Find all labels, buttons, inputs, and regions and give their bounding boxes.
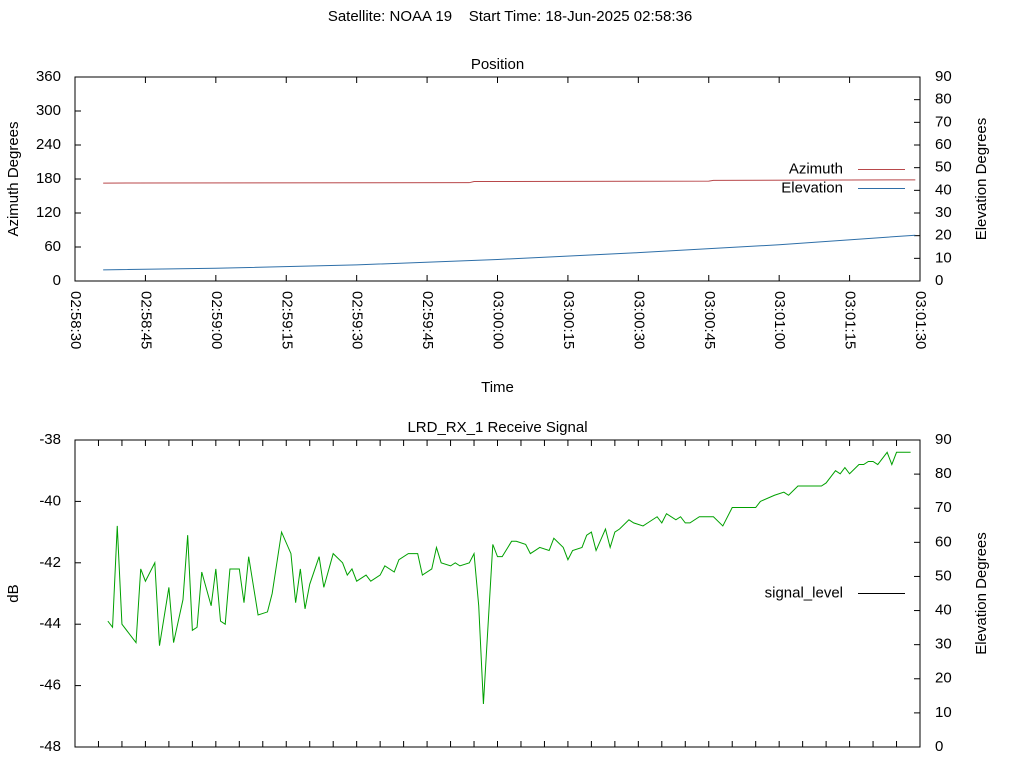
- x-tick-label: 03:00:15: [560, 291, 577, 349]
- y2-tick-label: 10: [935, 704, 952, 721]
- x-tick-label: 02:59:15: [278, 291, 295, 349]
- y-tick-label: 60: [44, 238, 61, 255]
- x-tick-label: 03:00:45: [701, 291, 718, 349]
- y2-tick-label: 50: [935, 567, 952, 584]
- x-tick-label: 02:59:00: [208, 291, 225, 349]
- legend-label: Elevation: [781, 179, 843, 196]
- y2-tick-label: 20: [935, 227, 952, 244]
- y-tick-label: -38: [39, 431, 61, 448]
- y2-tick-label: 90: [935, 68, 952, 85]
- y2-tick-label: 50: [935, 159, 952, 176]
- page-title: Satellite: NOAA 19 Start Time: 18-Jun-20…: [328, 8, 692, 25]
- y2-tick-label: 70: [935, 113, 952, 130]
- y2-tick-label: 0: [935, 738, 943, 755]
- legend-label: signal_level: [765, 584, 843, 601]
- y2-tick-label: 90: [935, 431, 952, 448]
- x-tick-label: 03:01:15: [842, 291, 859, 349]
- y2-tick-label: 20: [935, 670, 952, 687]
- x-tick-label: 02:59:30: [349, 291, 366, 349]
- series-line: [103, 234, 916, 271]
- x-tick-label: 02:59:45: [419, 291, 436, 349]
- y2-tick-label: 70: [935, 499, 952, 516]
- x-tick-label: 02:58:30: [67, 291, 84, 349]
- y2-tick-label: 60: [935, 136, 952, 153]
- y2-tick-label: 40: [935, 602, 952, 619]
- y-tick-label: 180: [36, 170, 61, 187]
- chart-title: Position: [471, 56, 524, 73]
- y-tick-label: -40: [39, 492, 61, 509]
- y-tick-label: 0: [53, 272, 61, 289]
- chart-title: LRD_RX_1 Receive Signal: [407, 419, 587, 436]
- y-tick-label: -42: [39, 554, 61, 571]
- series-line: [103, 179, 916, 184]
- y-tick-label: -44: [39, 615, 61, 632]
- y2-tick-label: 30: [935, 636, 952, 653]
- y-tick-label: 120: [36, 204, 61, 221]
- x-axis-label: Time: [481, 379, 514, 396]
- y2-tick-label: 0: [935, 272, 943, 289]
- x-tick-label: 02:58:45: [137, 291, 154, 349]
- y-tick-label: -46: [39, 677, 61, 694]
- y-tick-label: -48: [39, 738, 61, 755]
- series-line: [107, 451, 911, 705]
- y2-tick-label: 80: [935, 91, 952, 108]
- y2-tick-label: 80: [935, 465, 952, 482]
- y2-tick-label: 60: [935, 533, 952, 550]
- x-tick-label: 03:00:30: [630, 291, 647, 349]
- y2-axis-label: Elevation Degrees: [973, 532, 990, 655]
- y2-axis-label: Elevation Degrees: [973, 118, 990, 241]
- chart: Position 0 60 120 180 240 300 360 0 10 20 30 40 50 60 7…: [5, 56, 990, 396]
- y2-tick-label: 40: [935, 181, 952, 198]
- x-tick-label: 03:01:30: [912, 291, 929, 349]
- x-tick-label: 03:01:00: [771, 291, 788, 349]
- legend-label: Azimuth: [789, 160, 843, 177]
- y2-tick-label: 10: [935, 249, 952, 266]
- y-tick-label: 300: [36, 102, 61, 119]
- y-tick-label: 240: [36, 136, 61, 153]
- y-tick-label: 360: [36, 68, 61, 85]
- y2-tick-label: 30: [935, 204, 952, 221]
- y-axis-label: Azimuth Degrees: [5, 121, 22, 236]
- y-axis-label: dB: [5, 584, 22, 602]
- chart: LRD_RX_1 Receive Signal -48 -46 -44 -42 -40 -3…: [5, 419, 990, 755]
- x-tick-label: 03:00:00: [490, 291, 507, 349]
